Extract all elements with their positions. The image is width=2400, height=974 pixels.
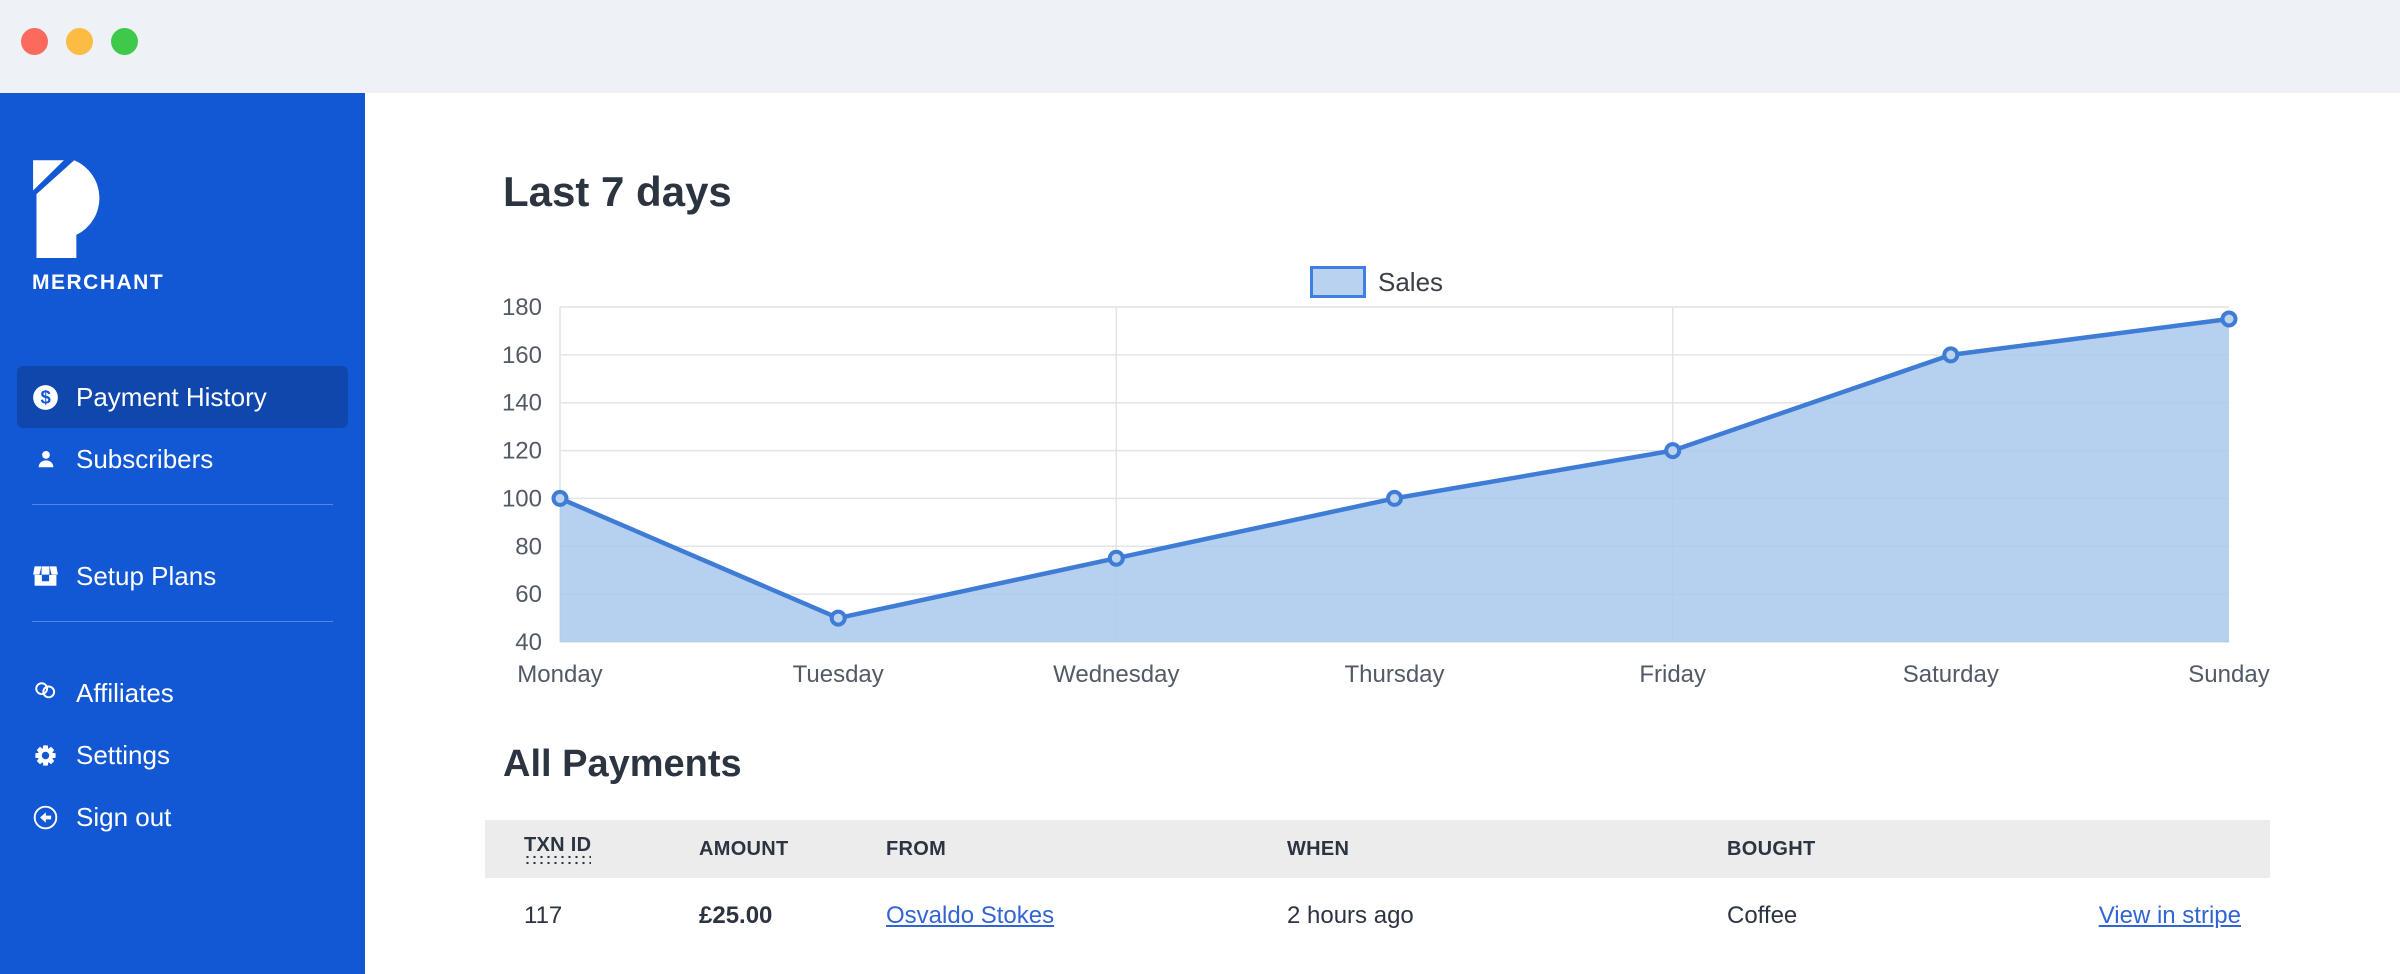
- svg-text:Friday: Friday: [1639, 661, 1706, 688]
- svg-text:100: 100: [502, 485, 542, 512]
- svg-text:140: 140: [502, 390, 542, 417]
- svg-text:60: 60: [515, 581, 542, 608]
- svg-text:120: 120: [502, 438, 542, 465]
- svg-text:80: 80: [515, 533, 542, 560]
- svg-text:40: 40: [515, 629, 542, 656]
- svg-text:Monday: Monday: [517, 661, 602, 688]
- svg-text:180: 180: [502, 294, 542, 321]
- svg-text:Tuesday: Tuesday: [793, 661, 884, 688]
- svg-text:Wednesday: Wednesday: [1053, 661, 1179, 688]
- svg-text:Sunday: Sunday: [2188, 661, 2269, 688]
- svg-text:Thursday: Thursday: [1344, 661, 1444, 688]
- svg-text:160: 160: [502, 342, 542, 369]
- svg-text:$: $: [40, 386, 51, 407]
- svg-text:Saturday: Saturday: [1903, 661, 1999, 688]
